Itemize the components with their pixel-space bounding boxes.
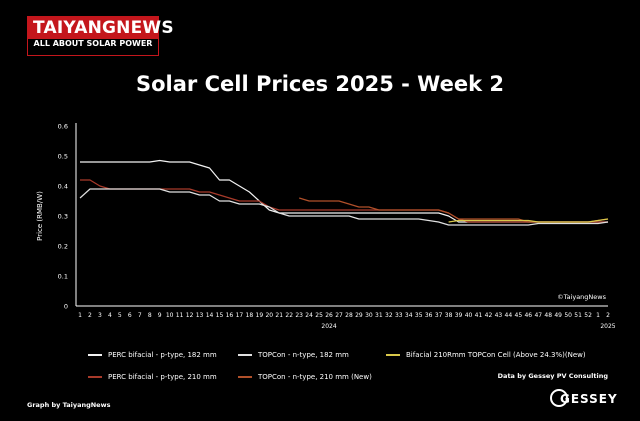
x-tick-label: 14 <box>206 312 214 319</box>
x-tick-label: 3 <box>98 312 102 319</box>
logo-brand: TAIYANGNEWS <box>33 18 174 38</box>
data-source-credit: Data by Gessey PV Consulting <box>497 372 608 380</box>
x-tick-label: 48 <box>544 312 552 319</box>
x-tick-label: 13 <box>196 312 204 319</box>
legend-label: TOPCon - n-type, 210 mm (New) <box>258 373 372 381</box>
logo-tagline: ALL ABOUT SOLAR POWER <box>27 38 159 56</box>
x-tick-label: 39 <box>455 312 463 319</box>
x-tick-label: 22 <box>285 312 293 319</box>
x-tick-label: 33 <box>395 312 403 319</box>
x-tick-label: 19 <box>256 312 264 319</box>
y-tick-label: 0.5 <box>58 153 68 161</box>
y-axis-label: Price (RMB/W) <box>36 191 44 241</box>
legend-label: PERC bifacial - p-type, 210 mm <box>108 373 217 381</box>
legend-swatch <box>238 354 252 356</box>
taiyangnews-logo: TAIYANGNEWS ALL ABOUT SOLAR POWER <box>27 16 174 56</box>
x-year-label: 2024 <box>321 323 336 330</box>
legend-swatch <box>238 376 252 378</box>
x-tick-label: 15 <box>216 312 224 319</box>
legend-swatch <box>88 376 102 378</box>
x-tick-label: 34 <box>405 312 413 319</box>
series-line-2 <box>80 179 608 223</box>
gessey-logo-circle <box>550 389 568 407</box>
x-tick-label: 7 <box>138 312 142 319</box>
x-tick-label: 47 <box>534 312 542 319</box>
x-tick-label: 10 <box>166 312 174 319</box>
x-tick-label: 20 <box>265 312 273 319</box>
x-year-label: 2025 <box>600 323 615 330</box>
x-tick-label: 8 <box>148 312 152 319</box>
x-tick-label: 5 <box>118 312 122 319</box>
gessey-logo-text: GESSEY <box>560 392 618 406</box>
series-line-5 <box>448 218 609 223</box>
x-tick-label: 4 <box>108 312 112 319</box>
y-tick-label: 0.2 <box>58 243 68 251</box>
chart-title: Solar Cell Prices 2025 - Week 2 <box>136 72 504 96</box>
x-tick-label: 9 <box>158 312 162 319</box>
x-tick-label: 25 <box>315 312 323 319</box>
x-tick-label: 21 <box>275 312 283 319</box>
y-tick-label: 0.1 <box>58 273 68 281</box>
x-tick-label: 42 <box>485 312 493 319</box>
x-tick-label: 17 <box>236 312 244 319</box>
x-tick-label: 45 <box>515 312 523 319</box>
x-tick-label: 40 <box>465 312 473 319</box>
x-tick-label: 11 <box>176 312 184 319</box>
x-tick-label: 46 <box>524 312 532 319</box>
x-tick-label: 50 <box>564 312 572 319</box>
x-tick-label: 1 <box>78 312 82 319</box>
x-tick-label: 38 <box>445 312 453 319</box>
x-tick-label: 43 <box>495 312 503 319</box>
graph-credit: Graph by TaiyangNews <box>27 401 111 409</box>
x-tick-label: 24 <box>305 312 313 319</box>
y-tick-label: 0.3 <box>58 213 68 221</box>
series-line-1 <box>80 159 608 223</box>
x-tick-label: 35 <box>415 312 423 319</box>
x-tick-label: 30 <box>365 312 373 319</box>
x-tick-label: 51 <box>574 312 582 319</box>
y-tick-label: 0.6 <box>58 123 68 131</box>
x-tick-label: 41 <box>475 312 483 319</box>
x-tick-label: 29 <box>355 312 363 319</box>
x-tick-label: 52 <box>584 312 592 319</box>
x-tick-label: 2 <box>606 312 610 319</box>
gessey-logo: GESSEY <box>550 388 620 410</box>
x-tick-label: 2 <box>88 312 92 319</box>
x-tick-label: 6 <box>128 312 132 319</box>
x-tick-label: 28 <box>345 312 353 319</box>
legend-label: Bifacial 210Rmm TOPCon Cell (Above 24.3%… <box>406 351 586 359</box>
x-tick-label: 32 <box>385 312 393 319</box>
legend-swatch <box>88 354 102 356</box>
x-tick-label: 49 <box>554 312 562 319</box>
x-tick-label: 27 <box>335 312 343 319</box>
y-tick-label: 0 <box>64 303 68 311</box>
x-tick-label: 37 <box>435 312 443 319</box>
x-tick-label: 26 <box>325 312 333 319</box>
x-tick-label: 12 <box>186 312 194 319</box>
legend-label: PERC bifacial - p-type, 182 mm <box>108 351 217 359</box>
series-line-3 <box>79 188 609 226</box>
x-tick-label: 31 <box>375 312 383 319</box>
x-tick-label: 16 <box>226 312 234 319</box>
legend-swatch <box>386 354 400 356</box>
y-tick-label: 0.4 <box>58 183 68 191</box>
legend-label: TOPCon - n-type, 182 mm <box>258 351 349 359</box>
chart-watermark: ©TaiyangNews <box>557 293 606 301</box>
x-tick-label: 1 <box>596 312 600 319</box>
x-tick-label: 18 <box>246 312 254 319</box>
x-tick-label: 44 <box>505 312 513 319</box>
x-tick-label: 36 <box>425 312 433 319</box>
x-tick-label: 23 <box>295 312 303 319</box>
